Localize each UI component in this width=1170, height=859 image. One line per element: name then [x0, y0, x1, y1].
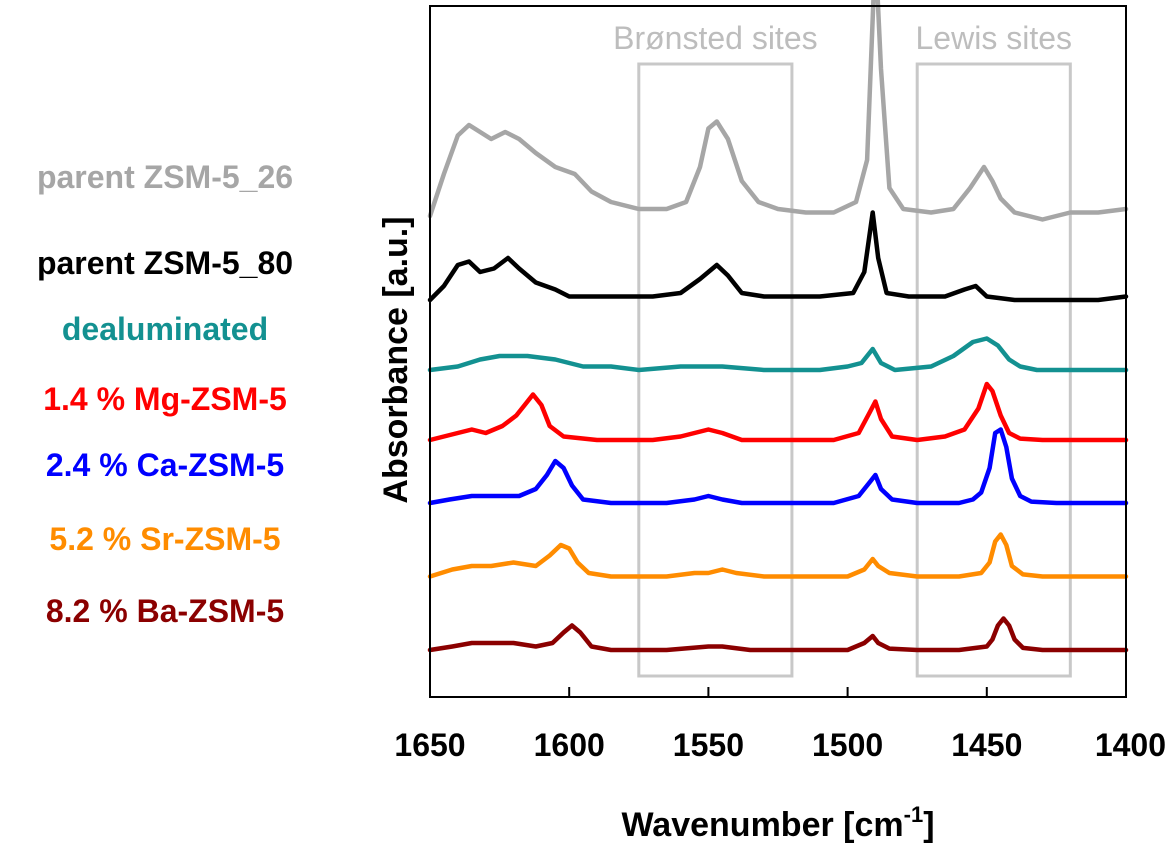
legend-entry-1: parent ZSM-5_80	[37, 245, 293, 281]
region-label-0: Brønsted sites	[613, 20, 818, 56]
x-tick-label-1: 1600	[534, 727, 605, 763]
x-axis-title-superscript: -1	[904, 802, 924, 827]
series-line-4	[427, 427, 1129, 506]
series-line-6	[427, 616, 1129, 653]
y-axis-title: Absorbance [a.u.]	[377, 216, 415, 503]
legend-entry-0: parent ZSM-5_26	[37, 159, 293, 195]
x-axis-title-main: Wavenumber [cm	[621, 806, 903, 844]
plot-frame	[429, 5, 1127, 698]
series-line-1	[427, 210, 1129, 303]
series-line-5	[427, 532, 1129, 579]
series-line-0	[427, 0, 1129, 222]
x-tick-label-4: 1450	[951, 727, 1022, 763]
series-line-2	[427, 336, 1129, 373]
legend-entry-2: dealuminated	[62, 311, 268, 347]
series-line-3	[427, 381, 1129, 443]
legend-entry-5: 5.2 % Sr-ZSM-5	[49, 521, 280, 557]
x-axis-title-end: ]	[923, 806, 934, 844]
x-tick-label-3: 1500	[812, 727, 883, 763]
x-axis-ticks: 1650 1600 1550 1500 1450 1400	[394, 687, 1166, 763]
x-tick-label-5: 1400	[1095, 727, 1166, 763]
region-label-1: Lewis sites	[916, 20, 1073, 56]
spectra-series	[427, 0, 1129, 653]
legend-entry-4: 2.4 % Ca-ZSM-5	[46, 447, 284, 483]
x-axis-title: Wavenumber [cm-1]	[621, 802, 934, 844]
legend-entry-6: 8.2 % Ba-ZSM-5	[46, 593, 284, 629]
x-tick-label-2: 1550	[673, 727, 744, 763]
x-tick-label-0: 1650	[394, 727, 465, 763]
legend-entry-3: 1.4 % Mg-ZSM-5	[43, 381, 287, 417]
